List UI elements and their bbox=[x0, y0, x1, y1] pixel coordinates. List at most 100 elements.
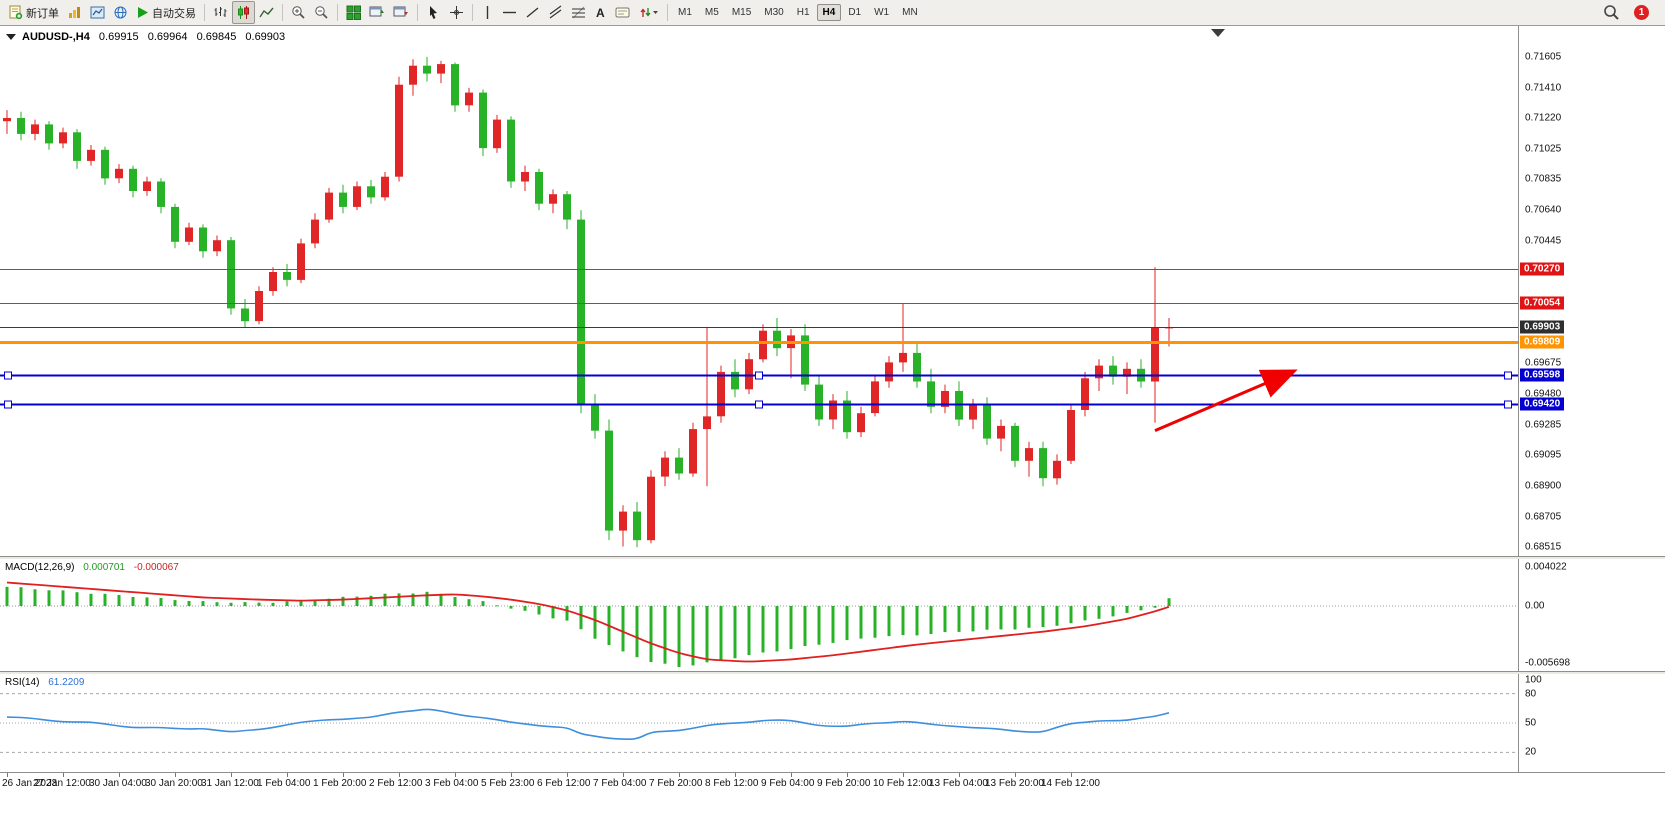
candlestick-chart-button[interactable] bbox=[232, 1, 255, 24]
new-order-icon bbox=[9, 5, 23, 20]
new-order-label: 新订单 bbox=[26, 7, 59, 20]
time-tick bbox=[511, 773, 512, 777]
autotrading-button[interactable]: 自动交易 bbox=[132, 1, 200, 24]
candlestick-chart[interactable] bbox=[0, 26, 1518, 556]
timeframe-m30[interactable]: M30 bbox=[764, 7, 784, 18]
cascade-windows-button[interactable] bbox=[365, 1, 389, 24]
vertical-line-button[interactable] bbox=[477, 1, 498, 24]
line-handle[interactable] bbox=[755, 400, 763, 409]
text-label-button[interactable] bbox=[611, 1, 635, 24]
arrange-windows-button[interactable] bbox=[389, 1, 413, 24]
low-value: 0.69845 bbox=[196, 31, 237, 43]
timeframe-group: M1 M5 M15 M30 H1 H4 D1 W1 MN bbox=[672, 4, 924, 21]
tile-windows-button[interactable] bbox=[342, 1, 365, 24]
line-handle[interactable] bbox=[1504, 400, 1512, 409]
arrange-windows-icon bbox=[393, 6, 408, 17]
autotrading-label: 自动交易 bbox=[152, 7, 196, 20]
rsi-chart[interactable] bbox=[0, 674, 1518, 772]
line-handle[interactable] bbox=[1504, 371, 1512, 380]
panel-splitter[interactable] bbox=[0, 556, 1665, 559]
equidistant-channel-button[interactable] bbox=[544, 1, 567, 24]
tile-windows-icon bbox=[346, 5, 361, 20]
time-label: 7 Feb 20:00 bbox=[649, 778, 703, 789]
time-tick bbox=[399, 773, 400, 777]
one-click-trading-arrow[interactable] bbox=[6, 34, 16, 40]
time-tick bbox=[63, 773, 64, 777]
main-chart-panel[interactable]: 0.71605 0.71410 0.71220 0.71025 0.70835 0.706… bbox=[0, 26, 1665, 556]
time-tick bbox=[1015, 773, 1016, 777]
timeframe-h4[interactable]: H4 bbox=[816, 4, 842, 21]
market-watch-button[interactable] bbox=[86, 1, 109, 24]
macd-axis-tick: 0.004022 bbox=[1525, 561, 1567, 573]
bar-chart-button[interactable] bbox=[209, 1, 232, 24]
macd-chart[interactable] bbox=[0, 559, 1518, 671]
text-button[interactable]: A bbox=[590, 1, 611, 24]
timeframe-mn[interactable]: MN bbox=[902, 7, 918, 18]
rsi-axis[interactable]: 100 80 50 20 bbox=[1518, 674, 1665, 772]
time-tick bbox=[847, 773, 848, 777]
rsi-panel[interactable]: 100 80 50 20 RSI(14) 61.2209 bbox=[0, 674, 1665, 772]
price-tick: 0.71605 bbox=[1525, 51, 1562, 63]
price-badge: 0.69903 bbox=[1520, 320, 1565, 334]
fibonacci-retracement-button[interactable] bbox=[567, 1, 590, 24]
timeframe-d1[interactable]: D1 bbox=[848, 7, 862, 18]
timeframe-m1[interactable]: M1 bbox=[678, 7, 692, 18]
macd-axis[interactable]: 0.004022 0.00 -0.005698 bbox=[1518, 559, 1665, 671]
crosshair-icon bbox=[450, 6, 463, 19]
price-tick: 0.70835 bbox=[1525, 173, 1562, 185]
trend-arrow-annotation[interactable] bbox=[1154, 369, 1298, 432]
rsi-axis-tick: 50 bbox=[1525, 717, 1537, 729]
timeframe-m5[interactable]: M5 bbox=[704, 7, 719, 18]
time-label: 13 Feb 04:00 bbox=[929, 778, 988, 789]
price-tick: 0.68900 bbox=[1525, 480, 1562, 492]
timeframe-m15[interactable]: M15 bbox=[731, 7, 752, 18]
horizontal-line-button[interactable] bbox=[498, 1, 521, 24]
time-label: 30 Jan 20:00 bbox=[145, 778, 203, 789]
navigator-button[interactable] bbox=[109, 1, 132, 24]
time-label: 3 Feb 04:00 bbox=[425, 778, 479, 789]
macd-panel[interactable]: 0.004022 0.00 -0.005698 MACD(12,26,9) 0.00… bbox=[0, 559, 1665, 671]
profiles-button[interactable] bbox=[63, 1, 86, 24]
price-badge: 0.70270 bbox=[1520, 262, 1565, 276]
time-tick bbox=[455, 773, 456, 777]
time-label: 10 Feb 12:00 bbox=[873, 778, 932, 789]
time-label: 30 Jan 04:00 bbox=[89, 778, 147, 789]
time-tick bbox=[1071, 773, 1072, 777]
rsi-axis-tick: 20 bbox=[1525, 746, 1537, 758]
time-tick bbox=[679, 773, 680, 777]
price-tick: 0.69095 bbox=[1525, 449, 1562, 461]
toolbar-right-group: 1 bbox=[1603, 4, 1661, 21]
price-tick: 0.71220 bbox=[1525, 112, 1562, 124]
equidistant-channel-icon bbox=[549, 5, 562, 19]
timeframe-w1[interactable]: W1 bbox=[874, 7, 890, 18]
time-label: 13 Feb 20:00 bbox=[985, 778, 1044, 789]
macd-signal-line bbox=[6, 581, 1170, 663]
notification-count: 1 bbox=[1638, 7, 1645, 18]
zoom-in-button[interactable] bbox=[287, 1, 310, 24]
search-icon[interactable] bbox=[1603, 4, 1620, 21]
cursor-button[interactable] bbox=[422, 1, 445, 24]
line-handle[interactable] bbox=[755, 371, 763, 380]
time-axis[interactable]: 26 Jan 2023 27 Jan 12:00 30 Jan 04:00 30 Ja… bbox=[0, 772, 1665, 794]
trendline-icon bbox=[526, 7, 539, 18]
panel-splitter[interactable] bbox=[0, 671, 1665, 674]
time-tick bbox=[287, 773, 288, 777]
zoom-out-button[interactable] bbox=[310, 1, 333, 24]
macd-histogram bbox=[5, 586, 1171, 667]
line-handle[interactable] bbox=[4, 400, 12, 409]
line-handle[interactable] bbox=[4, 371, 12, 380]
line-chart-button[interactable] bbox=[255, 1, 278, 24]
arrows-dropdown-button[interactable] bbox=[635, 1, 663, 24]
notification-badge[interactable]: 1 bbox=[1634, 5, 1649, 20]
price-tick: 0.69480 bbox=[1525, 388, 1562, 400]
macd-label: MACD(12,26,9) 0.000701 -0.000067 bbox=[5, 562, 179, 573]
macd-name: MACD(12,26,9) bbox=[5, 562, 75, 573]
price-axis[interactable]: 0.71605 0.71410 0.71220 0.71025 0.70835 0.706… bbox=[1518, 26, 1665, 556]
fibonacci-retracement-icon bbox=[572, 6, 585, 19]
autotrading-play-icon bbox=[138, 7, 148, 18]
timeframe-h1[interactable]: H1 bbox=[796, 7, 810, 18]
new-order-button[interactable]: 新订单 bbox=[4, 1, 63, 24]
trendline-button[interactable] bbox=[521, 1, 544, 24]
crosshair-button[interactable] bbox=[445, 1, 468, 24]
chart-shift-marker[interactable] bbox=[1211, 29, 1225, 37]
